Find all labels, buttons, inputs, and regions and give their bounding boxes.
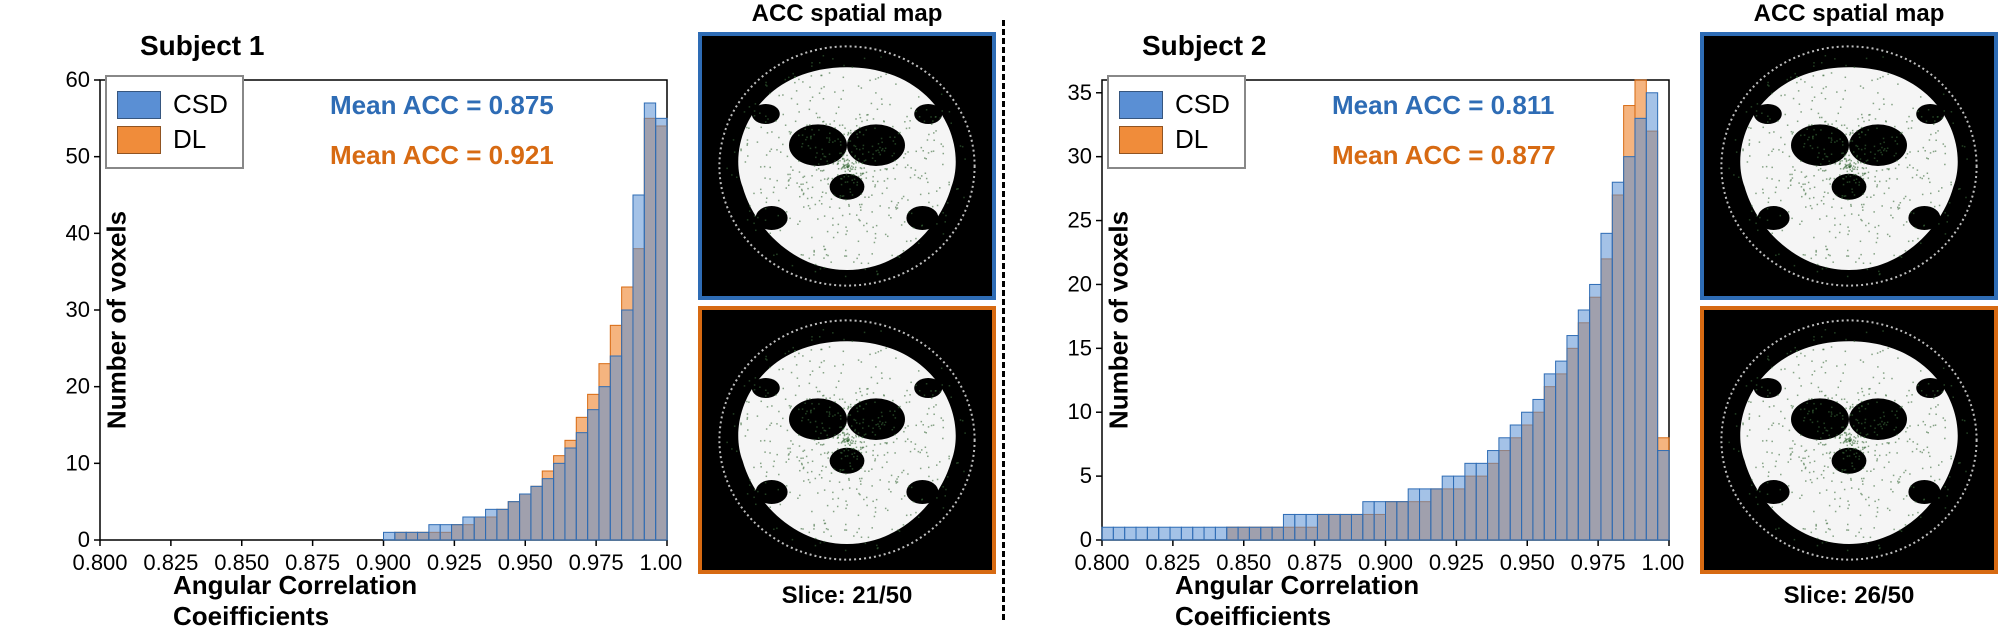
brain-map-dl	[1700, 306, 1998, 574]
svg-text:0.975: 0.975	[1571, 550, 1626, 575]
mean-acc-csd: Mean ACC = 0.811	[1332, 90, 1554, 121]
slice-label: Slice: 21/50	[782, 582, 913, 610]
svg-text:15: 15	[1068, 335, 1092, 360]
svg-text:0.800: 0.800	[1074, 550, 1129, 575]
mean-acc-csd: Mean ACC = 0.875	[330, 90, 554, 121]
svg-text:30: 30	[1068, 144, 1092, 169]
legend-label-dl: DL	[1175, 124, 1208, 155]
svg-text:50: 50	[66, 144, 90, 169]
brain-map-csd	[698, 32, 996, 300]
brain-svg-csd	[1704, 36, 1994, 296]
svg-text:25: 25	[1068, 208, 1092, 233]
mean-acc-dl: Mean ACC = 0.921	[330, 140, 554, 171]
legend-swatch-csd	[117, 91, 161, 119]
svg-text:60: 60	[66, 67, 90, 92]
svg-text:5: 5	[1080, 463, 1092, 488]
legend-label-csd: CSD	[1175, 89, 1230, 120]
x-axis-label: Angular Correlation Coeifficients	[173, 570, 519, 632]
maps-title: ACC spatial map	[1754, 0, 1945, 28]
brain-map-csd	[1700, 32, 1998, 300]
brain-svg-csd	[702, 36, 992, 296]
svg-text:20: 20	[1068, 271, 1092, 296]
spatial-maps-2: ACC spatial map Slice: 26/50	[1694, 0, 2004, 640]
svg-text:35: 35	[1068, 80, 1092, 105]
legend-item-dl: DL	[1119, 124, 1230, 155]
svg-text:0.800: 0.800	[72, 550, 127, 575]
svg-text:10: 10	[66, 450, 90, 475]
svg-text:0: 0	[1080, 527, 1092, 552]
chart-area-2: Subject 2 CSD DL Mean ACC = 0.811 Mean A…	[1002, 0, 1694, 640]
legend: CSD DL	[1107, 75, 1246, 169]
legend-swatch-dl	[117, 126, 161, 154]
brain-map-dl	[698, 306, 996, 574]
legend-item-dl: DL	[117, 124, 228, 155]
slice-label: Slice: 26/50	[1784, 582, 1915, 610]
legend-label-dl: DL	[173, 124, 206, 155]
panel-subject-2: Subject 2 CSD DL Mean ACC = 0.811 Mean A…	[1002, 0, 2004, 640]
subject-title: Subject 1	[140, 30, 264, 62]
legend: CSD DL	[105, 75, 244, 169]
maps-title: ACC spatial map	[752, 0, 943, 28]
panel-subject-1: Subject 1 CSD DL Mean ACC = 0.875 Mean A…	[0, 0, 1002, 640]
brain-svg-dl	[1704, 310, 1994, 570]
figure: Subject 1 CSD DL Mean ACC = 0.875 Mean A…	[0, 0, 2004, 640]
brain-svg-dl	[702, 310, 992, 570]
spatial-maps-1: ACC spatial map Slice: 21/50	[692, 0, 1002, 640]
subject-title: Subject 2	[1142, 30, 1266, 62]
legend-item-csd: CSD	[1119, 89, 1230, 120]
mean-acc-dl: Mean ACC = 0.877	[1332, 140, 1556, 171]
svg-text:10: 10	[1068, 399, 1092, 424]
svg-text:1.000: 1.000	[639, 550, 682, 575]
svg-text:0.975: 0.975	[569, 550, 624, 575]
svg-text:30: 30	[66, 297, 90, 322]
legend-swatch-csd	[1119, 91, 1163, 119]
legend-swatch-dl	[1119, 126, 1163, 154]
svg-text:1.000: 1.000	[1641, 550, 1684, 575]
chart-area-1: Subject 1 CSD DL Mean ACC = 0.875 Mean A…	[0, 0, 692, 640]
y-axis-label: Number of voxels	[102, 211, 133, 429]
legend-label-csd: CSD	[173, 89, 228, 120]
x-axis-label: Angular Correlation Coeifficients	[1175, 570, 1521, 632]
y-axis-label: Number of voxels	[1104, 211, 1135, 429]
svg-text:40: 40	[66, 220, 90, 245]
svg-text:0: 0	[78, 527, 90, 552]
legend-item-csd: CSD	[117, 89, 228, 120]
svg-text:20: 20	[66, 374, 90, 399]
